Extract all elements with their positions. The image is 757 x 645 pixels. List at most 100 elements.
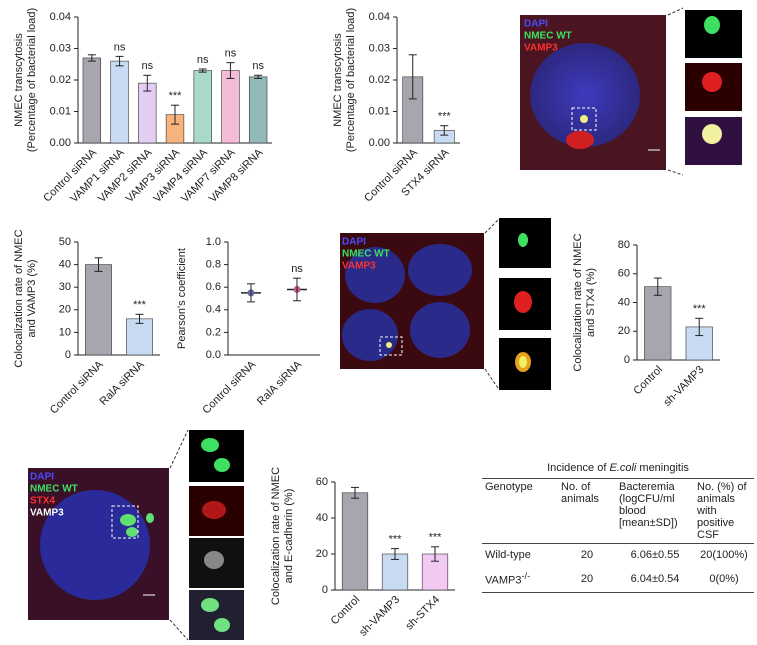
y-tick-label: 30: [59, 281, 71, 293]
genotype: Wild-type: [485, 549, 531, 561]
title-part: Incidence of: [547, 462, 610, 474]
image-label: STX4: [30, 496, 55, 507]
y-tick-label: 0.0: [206, 349, 221, 361]
y-tick-label: 40: [59, 259, 71, 271]
x-tick-label: sh-VAMP3: [661, 364, 706, 409]
micrograph-3: DAPI NMEC WT STX4 VAMP3: [28, 429, 244, 641]
y-tick-label: 80: [618, 239, 630, 251]
bar: [644, 286, 672, 361]
significance: ns: [252, 60, 264, 72]
image-label: DAPI: [30, 472, 54, 483]
y-axis-label: Pearson's coefficient: [176, 248, 188, 349]
table-cell: 20: [580, 549, 594, 561]
table-grid: Genotype No. of animals Bacteremia (logC…: [482, 478, 754, 593]
image-label: VAMP3: [30, 508, 64, 519]
y-tick-label: 0.00: [369, 137, 390, 149]
title-part: meningitis: [636, 462, 689, 474]
header-row: Genotype No. of animals Bacteremia (logC…: [482, 478, 754, 544]
bar: [221, 70, 240, 144]
bar: [193, 70, 212, 144]
y-tick-label: 20: [618, 325, 630, 337]
y-tick-label: 10: [59, 326, 71, 338]
y-tick-label: 0.00: [50, 137, 71, 149]
significance: ns: [114, 41, 126, 53]
bar: [126, 318, 153, 356]
y-axis-label: Colocalization rate of NMEC: [13, 229, 25, 367]
x-tick-label: RalA siRNA: [98, 358, 148, 408]
y-tick-label: 0.02: [369, 74, 390, 86]
y-axis-label: (Percentage of bacterial load): [26, 8, 38, 152]
table-cell: 20: [558, 566, 616, 593]
significance: ns: [141, 60, 153, 72]
y-tick-label: 0.2: [206, 326, 221, 338]
y-axis-label: (Percentage of bacterial load): [345, 8, 357, 152]
y-tick-label: 0.04: [369, 11, 390, 23]
y-tick-label: 0.8: [206, 259, 221, 271]
significance: ***: [429, 532, 443, 544]
significance: ns: [197, 54, 209, 66]
significance: ns: [291, 263, 303, 275]
y-tick-label: 0.02: [50, 74, 71, 86]
bar: [248, 76, 268, 144]
y-tick-label: 0.03: [50, 42, 71, 54]
x-tick-label: Control siRNA: [200, 358, 258, 416]
image-label: DAPI: [524, 19, 548, 30]
table-title: Incidence of E.coli meningitis: [482, 462, 754, 474]
y-tick-label: 0.04: [50, 11, 71, 23]
y-tick-label: 50: [59, 236, 71, 248]
y-axis-label: Colocalization rate of NMEC: [270, 467, 282, 605]
image-label: NMEC WT: [524, 31, 572, 42]
header-cell: Genotype: [482, 478, 558, 544]
y-tick-label: 60: [316, 476, 328, 488]
image-label: DAPI: [342, 237, 366, 248]
table-body: Wild-type 20 6.06±0.55 20(100%) VAMP3-/- 20 6.…: [482, 544, 754, 593]
table-cell: 6.06±0.55: [630, 549, 680, 561]
bar: [138, 82, 157, 144]
header-cell: No. of animals: [558, 478, 616, 544]
y-tick-label: 20: [59, 304, 71, 316]
table: Incidence of E.coli meningitis Genotype …: [482, 462, 754, 593]
header-cell: No. (%) of animals with positive CSF: [694, 478, 754, 544]
header-cell: Bacteremia (logCFU/ml blood [mean±SD]): [616, 478, 694, 544]
y-tick-label: 0.4: [206, 304, 221, 316]
x-tick-label: sh-STX4: [403, 594, 442, 633]
y-tick-label: 40: [618, 296, 630, 308]
y-tick-label: 40: [316, 512, 328, 524]
genotype: VAMP3: [485, 574, 522, 587]
bar: [82, 57, 102, 144]
x-tick-label: sh-VAMP3: [357, 594, 402, 639]
significance: ***: [169, 90, 183, 102]
genotype-sup: -/-: [521, 571, 531, 581]
title-part: E.coli: [609, 462, 637, 474]
y-tick-label: 20: [316, 548, 328, 560]
table-row: Wild-type 20 6.06±0.55 20(100%): [482, 544, 754, 567]
y-tick-label: 60: [618, 268, 630, 280]
y-axis-label: and STX4 (%): [585, 268, 597, 337]
y-axis-label: and E-cadherin (%): [283, 489, 295, 584]
x-tick-label: Control siRNA: [48, 358, 106, 416]
significance: ***: [693, 303, 707, 315]
significance: ***: [133, 299, 147, 311]
image-label: VAMP3: [524, 43, 558, 54]
significance: ***: [389, 534, 403, 546]
significance: ***: [438, 111, 452, 123]
y-tick-label: 1.0: [206, 236, 221, 248]
table-row: VAMP3-/- 20 6.04±0.54 0(0%): [482, 566, 754, 593]
y-axis-label: NMEC transcytosis: [13, 33, 25, 127]
y-tick-label: 0.01: [369, 105, 390, 117]
y-tick-label: 0.03: [369, 42, 390, 54]
bar: [341, 492, 369, 591]
y-tick-label: 0.6: [206, 281, 221, 293]
table-cell: 20(100%): [700, 549, 748, 561]
micrograph-2: DAPI NMEC WT VAMP3: [340, 218, 551, 390]
y-axis-label: Colocalization rate of NMEC: [572, 233, 584, 371]
y-tick-label: 0: [65, 349, 71, 361]
micrograph-1: DAPI NMEC WT VAMP3: [520, 7, 742, 176]
x-tick-label: Control: [329, 594, 363, 628]
image-label: NMEC WT: [342, 249, 390, 260]
y-tick-label: 0: [322, 584, 328, 596]
table-cell: 0(0%): [694, 566, 754, 593]
table-cell: Wild-type: [482, 544, 558, 567]
significance: ns: [225, 48, 237, 60]
